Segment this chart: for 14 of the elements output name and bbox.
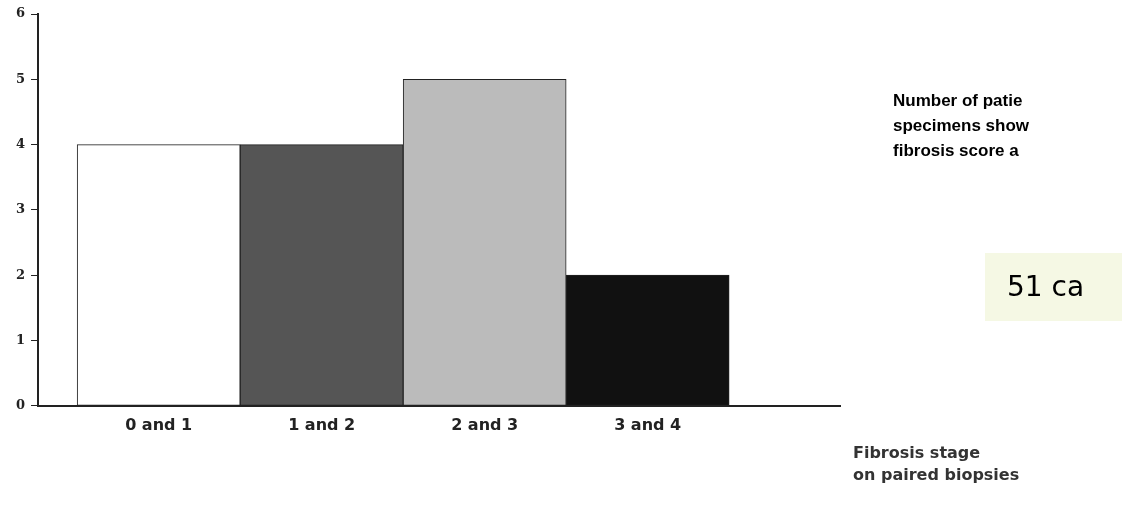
- y-tick-label: 0: [16, 397, 26, 413]
- y-tick-label: 2: [16, 266, 26, 282]
- x-tick-label: 2 and 3: [451, 414, 519, 434]
- x-tick-label: 1 and 2: [288, 414, 356, 434]
- x-axis-title: Fibrosis stage on paired biopsies: [853, 442, 1020, 486]
- y-tick-label: 5: [16, 70, 26, 86]
- x-tick-label: 0 and 1: [125, 414, 193, 434]
- text: Number of patie specimens show fibrosis score a: [893, 90, 1030, 162]
- y-tick-label: 1: [16, 331, 26, 347]
- x-tick-label: 3 and 4: [614, 414, 682, 434]
- y-tick-label: 4: [16, 135, 26, 151]
- y-tick-label: 3: [16, 201, 26, 217]
- text: 51 ca: [985, 253, 1122, 321]
- y-tick-label: 6: [16, 5, 26, 21]
